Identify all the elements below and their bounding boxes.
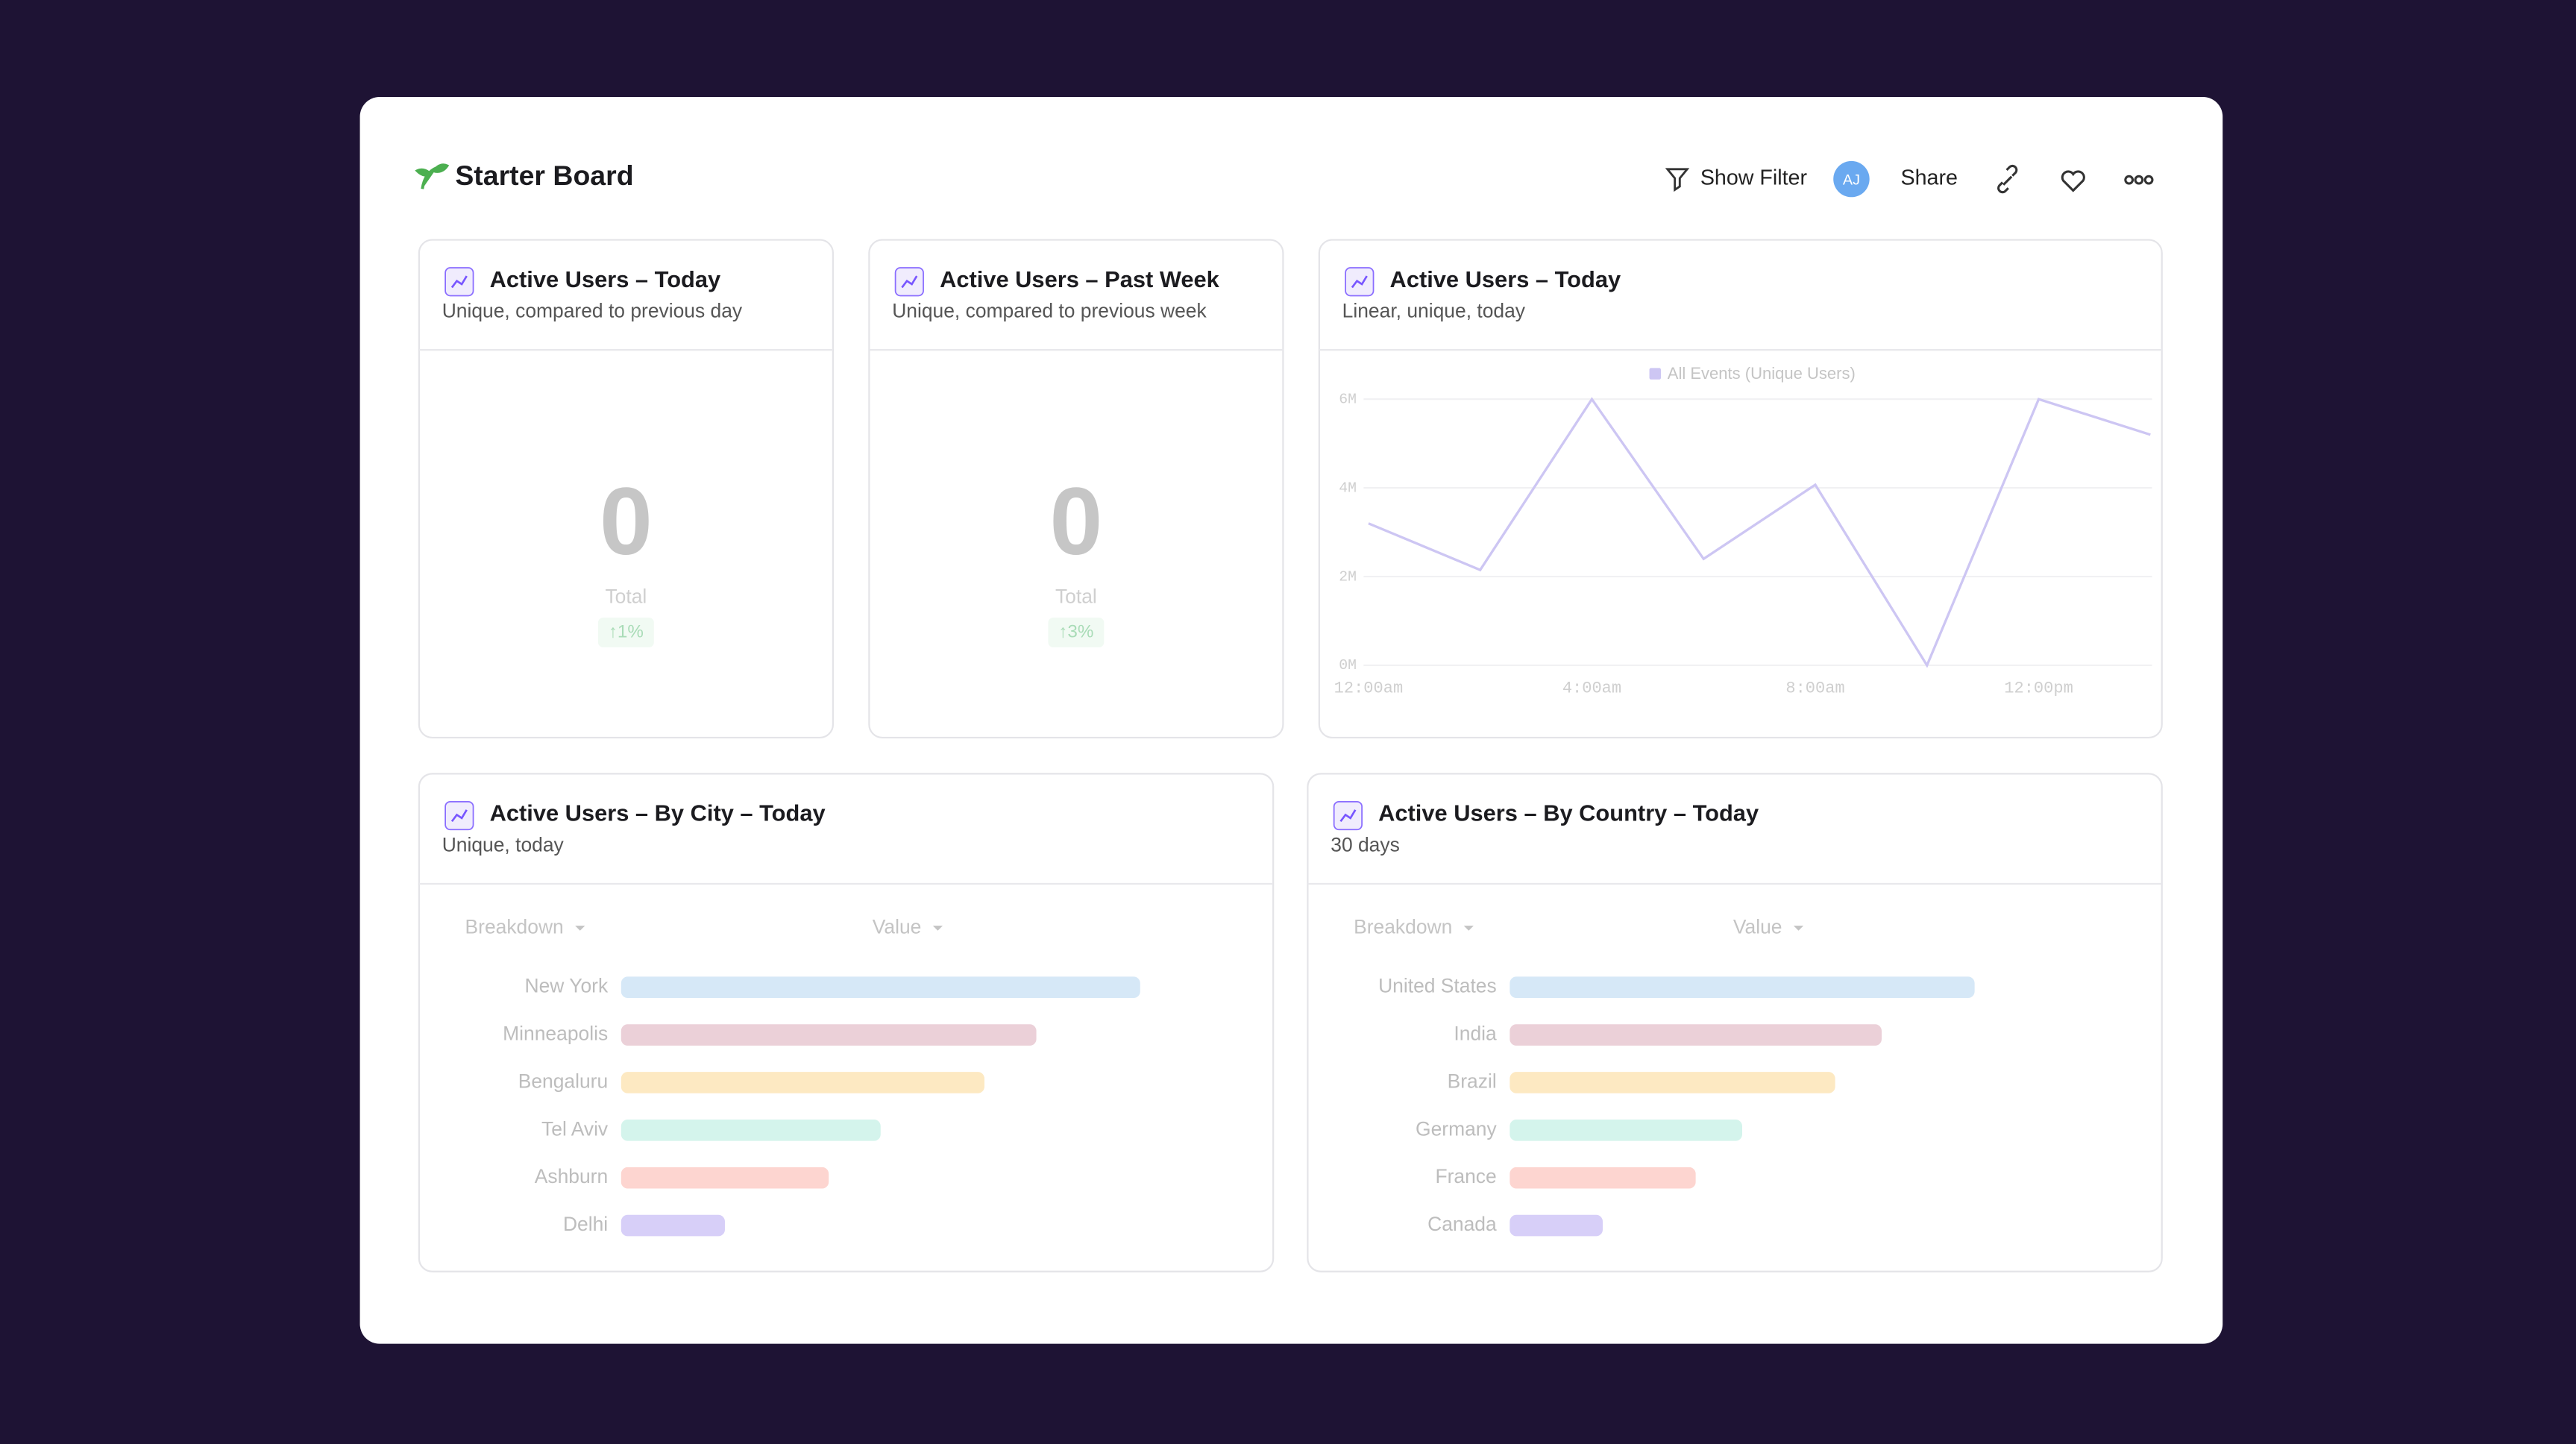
y-tick-label: 2M <box>1339 568 1357 585</box>
metric-label: Total <box>605 586 647 608</box>
column-sort-icon <box>575 926 585 931</box>
column-sort-icon <box>1463 926 1474 931</box>
card-icon-line <box>1351 275 1368 289</box>
bar <box>1510 1214 1603 1237</box>
y-tick-label: 0M <box>1339 656 1357 674</box>
link-button[interactable] <box>1997 164 2018 194</box>
bar-label: Germany <box>1416 1117 1497 1140</box>
card-icon-line <box>1339 809 1357 823</box>
card: Active Users – By Country – Today 30 days… <box>1307 773 2163 1272</box>
card-frame <box>1307 773 2163 1272</box>
card-icon-line <box>901 275 918 289</box>
column-sort-icon <box>932 926 943 931</box>
change-badge <box>597 618 654 647</box>
card-subtitle: 30 days <box>1331 833 1400 856</box>
change-value: ↑3% <box>1058 621 1093 641</box>
favorite-button[interactable] <box>2061 170 2085 192</box>
card-title: Active Users – By Country – Today <box>1378 800 1759 826</box>
legend-label: All Events (Unique Users) <box>1668 364 1856 383</box>
bar-label: Delhi <box>563 1213 608 1235</box>
filter-icon <box>1665 168 1690 192</box>
show-filter-button[interactable]: Show Filter <box>1665 166 1808 192</box>
legend-swatch <box>1649 368 1661 380</box>
board-icon <box>415 163 450 189</box>
avatar[interactable] <box>1833 160 1870 198</box>
column-header: Breakdown <box>465 915 564 938</box>
card-title: Active Users – Today <box>490 266 721 292</box>
bar <box>621 1120 881 1141</box>
card-subtitle: Unique, compared to previous day <box>442 299 743 321</box>
card-frame <box>418 239 835 739</box>
metric-value: 0 <box>1049 468 1102 575</box>
bar <box>621 1024 1037 1046</box>
bar-label: Ashburn <box>535 1165 608 1187</box>
bar <box>1510 1072 1835 1093</box>
change-value: ↑1% <box>609 621 644 641</box>
bar-label: New York <box>525 975 609 997</box>
bar-label: Minneapolis <box>503 1023 608 1045</box>
bar <box>621 976 1140 999</box>
card-title: Active Users – Today <box>1390 266 1621 292</box>
board-title: Starter Board <box>455 160 633 191</box>
bar <box>1510 1120 1742 1141</box>
x-tick-label: 12:00am <box>1334 679 1403 698</box>
metric-value: 0 <box>600 468 653 575</box>
bar <box>621 1214 725 1237</box>
column-header: Value <box>1733 915 1782 938</box>
more-button[interactable] <box>2124 175 2154 185</box>
bar-label: India <box>1454 1023 1497 1045</box>
column-header: Breakdown <box>1354 915 1452 938</box>
x-tick-label: 8:00am <box>1785 679 1844 698</box>
x-tick-label: 12:00pm <box>2004 679 2073 698</box>
change-badge <box>1048 618 1105 647</box>
share-button[interactable]: Share <box>1901 166 1958 190</box>
bar-label: France <box>1435 1165 1496 1187</box>
bar-label: Canada <box>1427 1213 1497 1235</box>
card: Active Users – Past Week Unique, compared… <box>868 239 1284 739</box>
card-icon-line <box>450 809 468 823</box>
line-series <box>1368 397 2151 668</box>
x-tick-label: 4:00am <box>1562 679 1621 698</box>
column-sort-icon <box>1793 926 1804 931</box>
card: Active Users – By City – Today Unique, to… <box>418 773 1275 1272</box>
bar-label: Tel Aviv <box>541 1117 609 1140</box>
card-subtitle: Unique, compared to previous week <box>892 299 1207 321</box>
column-header: Value <box>873 915 922 938</box>
bar <box>1510 976 1975 999</box>
card-subtitle: Unique, today <box>442 833 565 856</box>
card-title: Active Users – By City – Today <box>490 800 826 826</box>
metric-label: Total <box>1055 586 1097 608</box>
bar <box>1510 1024 1882 1046</box>
bar-label: Bengaluru <box>518 1070 608 1092</box>
bar <box>1510 1167 1696 1189</box>
show-filter-label: Show Filter <box>1700 166 1808 190</box>
card-frame <box>868 239 1284 739</box>
bar <box>621 1072 984 1093</box>
card-subtitle: Linear, unique, today <box>1342 299 1526 321</box>
avatar-initials: AJ <box>1843 172 1860 189</box>
y-tick-label: 6M <box>1339 390 1357 407</box>
card: Active Users – Today Linear, unique, toda… <box>1318 239 2163 739</box>
bar-label: Brazil <box>1448 1070 1497 1092</box>
card: Active Users – Today Unique, compared to … <box>418 239 835 739</box>
y-tick-label: 4M <box>1339 479 1357 496</box>
card-icon-line <box>450 275 468 289</box>
card-frame <box>418 773 1275 1272</box>
bar-label: United States <box>1378 975 1497 997</box>
bar <box>621 1167 829 1189</box>
card-title: Active Users – Past Week <box>940 266 1220 292</box>
